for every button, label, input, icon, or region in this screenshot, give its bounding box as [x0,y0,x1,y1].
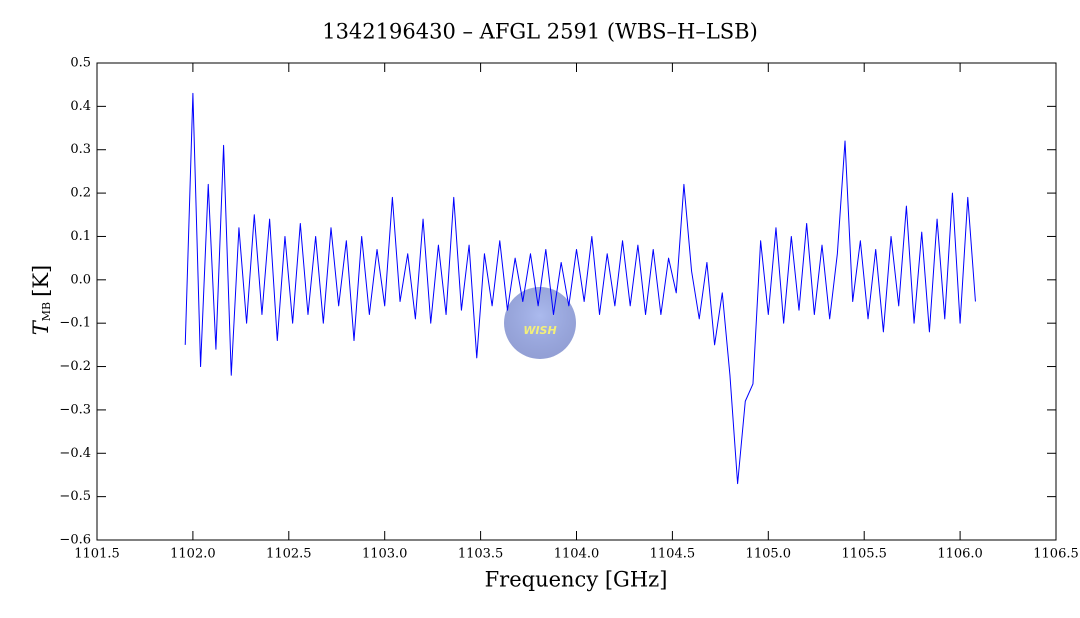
x-tick-label: 1106.0 [937,547,983,562]
y-tick-label: −0.6 [59,533,91,548]
x-axis-label: Frequency [GHz] [485,568,668,592]
x-tick-label: 1105.0 [746,547,792,562]
y-tick-label: 0.1 [70,229,91,244]
y-tick-label: 0.2 [70,186,91,201]
x-tick-label: 1102.5 [266,547,312,562]
y-tick-label: −0.5 [59,489,91,504]
y-axis-label: TMB [K] [29,265,54,335]
y-tick-label: 0.3 [70,142,91,157]
y-label-unit: [K] [29,265,53,297]
x-tick-label: 1103.5 [458,547,504,562]
y-tick-label: −0.4 [59,446,91,461]
x-tick-label: 1101.5 [74,547,120,562]
y-tick-label: 0.0 [70,272,91,287]
y-label-subscript: MB [40,302,53,321]
x-tick-label: 1106.5 [1033,547,1079,562]
watermark-text: WISH [523,324,556,337]
watermark-logo [504,287,576,359]
y-tick-label: −0.3 [59,402,91,417]
y-tick-label: 0.5 [70,56,91,71]
y-tick-label: 0.4 [70,99,91,114]
spectrum-line [184,92,976,485]
x-tick-label: 1103.0 [362,547,408,562]
x-tick-label: 1104.0 [554,547,600,562]
x-tick-label: 1104.5 [650,547,696,562]
y-label-symbol: T [29,319,53,335]
y-tick-label: −0.2 [59,359,91,374]
x-tick-label: 1102.0 [170,547,216,562]
chart-title: 1342196430 – AFGL 2591 (WBS–H–LSB) [322,20,758,44]
y-tick-label: −0.1 [59,316,91,331]
x-tick-label: 1105.5 [841,547,887,562]
